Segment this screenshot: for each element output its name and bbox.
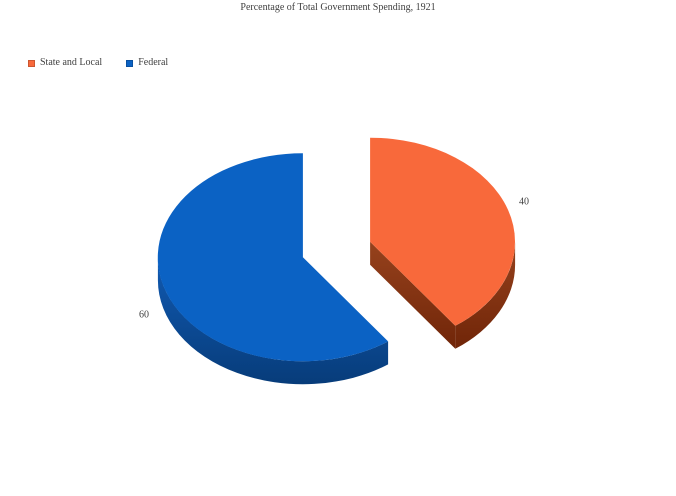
pie-slice-rim-1 <box>157 257 389 385</box>
pie-slice-face-1 <box>157 153 389 362</box>
pie-slice-face-0 <box>370 137 515 326</box>
legend-label-state-and-local: State and Local <box>40 57 103 68</box>
pie-slice-cut-side-0 <box>370 241 456 349</box>
data-label-federal: 60 <box>139 309 149 321</box>
legend-swatch-federal-icon <box>126 59 134 67</box>
pie-slice-rim-0 <box>455 241 516 349</box>
legend-label-federal: Federal <box>138 57 169 68</box>
legend-item-federal: Federal <box>126 57 168 69</box>
data-label-state-and-local: 40 <box>519 196 529 208</box>
legend-item-state-and-local: State and Local <box>28 57 102 69</box>
legend: State and Local Federal <box>28 57 168 69</box>
chart-title: Percentage of Total Government Spending,… <box>240 2 436 13</box>
legend-swatch-state-and-local-icon <box>28 59 35 67</box>
